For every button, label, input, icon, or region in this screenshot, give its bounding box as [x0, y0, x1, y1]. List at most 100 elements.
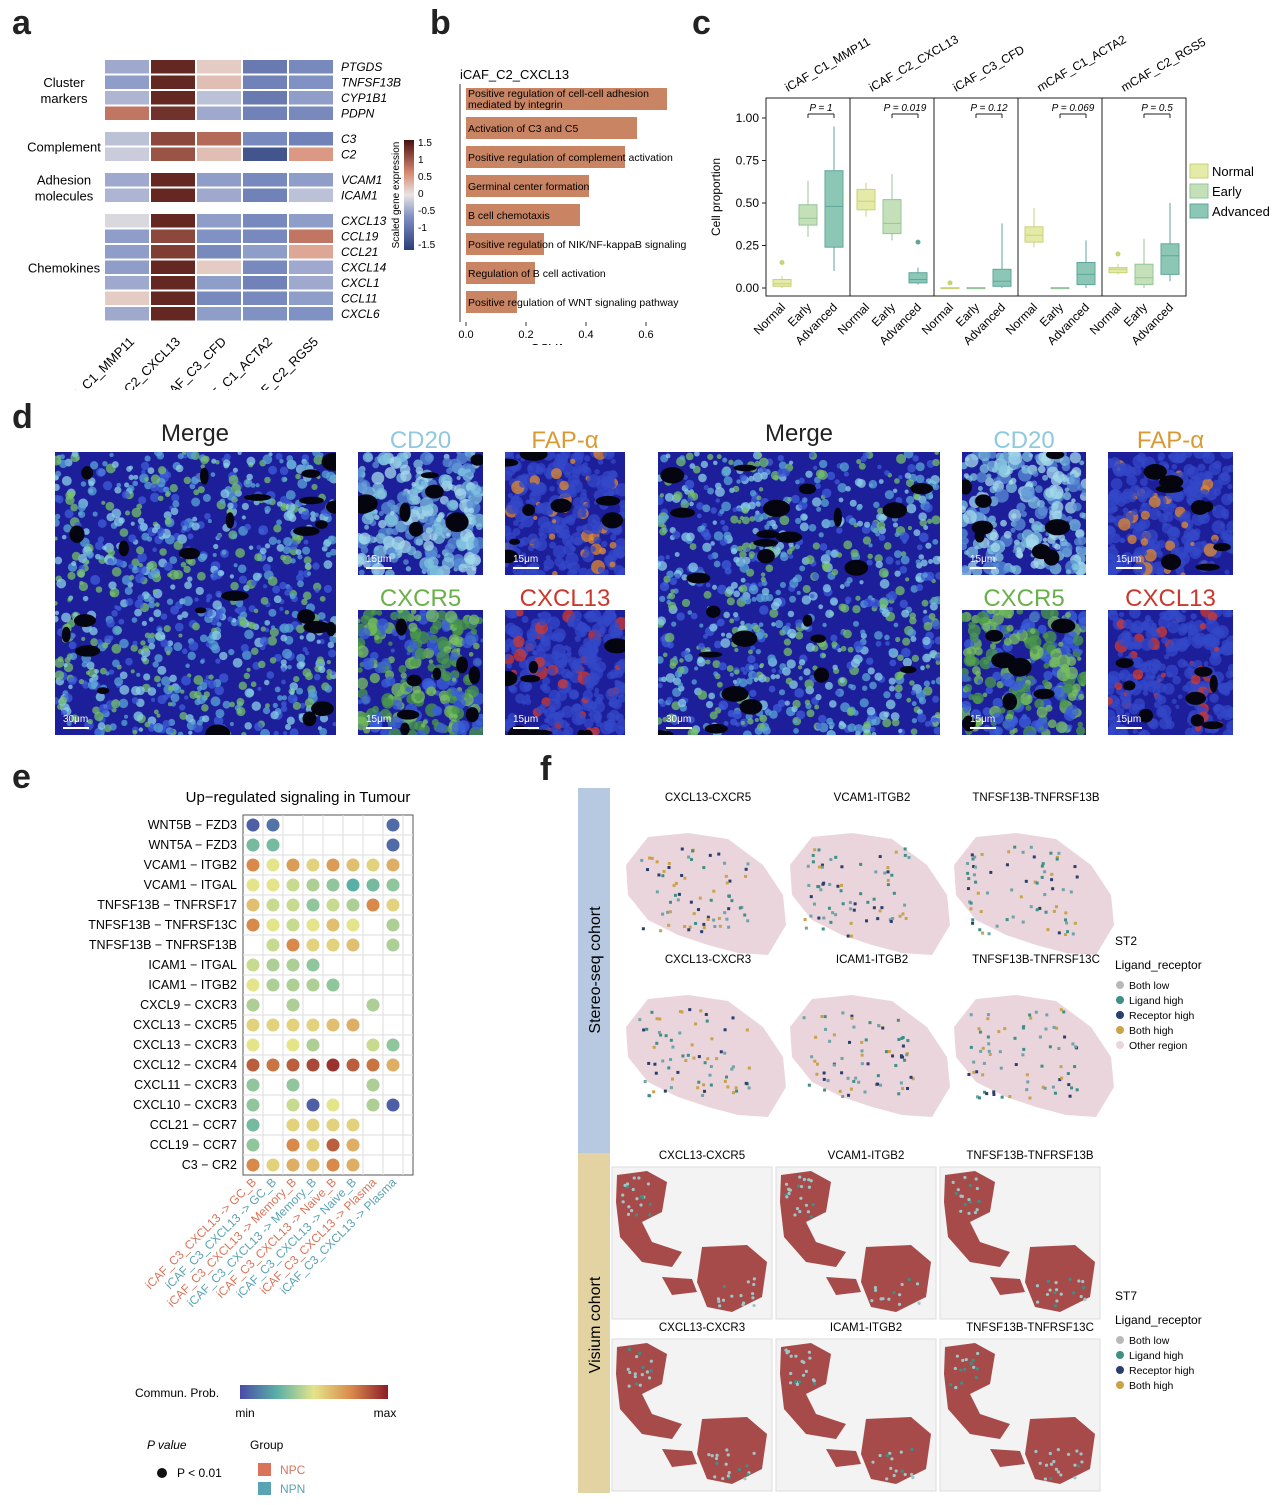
- cell-dot: [263, 584, 268, 589]
- dark-region: [731, 630, 758, 647]
- cell-dot: [573, 536, 583, 546]
- cell-dot: [915, 474, 925, 484]
- cell-dot: [66, 720, 72, 727]
- cell-dot: [976, 611, 990, 625]
- dark-region: [225, 512, 235, 529]
- cell-dot: [97, 536, 105, 543]
- cell-dot: [200, 464, 205, 469]
- cell-dot: [1194, 724, 1202, 732]
- cell-dot: [994, 462, 1008, 476]
- cell-dot: [984, 676, 997, 689]
- spot: [860, 1040, 864, 1044]
- cell-dot: [1220, 531, 1229, 540]
- cell-dot: [153, 609, 162, 618]
- dark-region: [721, 686, 749, 702]
- cell-dot: [358, 645, 369, 658]
- spot: [709, 1083, 713, 1087]
- comm-prob-dot: [246, 818, 260, 832]
- cell-dot: [87, 477, 96, 486]
- cell-dot: [116, 559, 124, 567]
- cell-dot: [689, 501, 694, 507]
- gsva-bar: [466, 146, 625, 168]
- cell-dot: [687, 496, 693, 502]
- spot: [807, 1185, 812, 1189]
- cell-dot: [61, 612, 71, 623]
- cell-dot: [268, 608, 277, 617]
- spot: [1052, 909, 1056, 913]
- cell-dot: [409, 658, 418, 667]
- heatmap-cell: [151, 307, 195, 321]
- cell-dot: [235, 598, 244, 608]
- spot: [734, 1086, 738, 1090]
- micrograph-texture: [1108, 610, 1233, 735]
- spot: [728, 879, 732, 883]
- cell-dot: [768, 685, 776, 693]
- dark-region: [465, 707, 479, 723]
- cell-dot: [989, 531, 999, 541]
- cell-dot: [534, 537, 548, 552]
- comm-prob-dot: [286, 1118, 300, 1132]
- cell-dot: [551, 523, 562, 534]
- cell-dot: [923, 525, 929, 530]
- legend-label: Advanced: [1212, 204, 1270, 219]
- cell-dot: [885, 593, 891, 599]
- cell-dot: [962, 537, 969, 545]
- cell-dot: [863, 598, 873, 608]
- cell-dot: [188, 641, 199, 651]
- cell-dot: [1037, 624, 1047, 634]
- cell-dot: [778, 461, 787, 470]
- comm-prob-dot: [306, 1118, 320, 1132]
- cell-dot: [1058, 641, 1064, 647]
- spot: [901, 912, 905, 916]
- spot: [829, 920, 833, 924]
- cell-dot: [196, 695, 201, 700]
- heatmap-cell: [151, 188, 195, 202]
- comm-prob-dot: [266, 1158, 280, 1172]
- cell-dot: [219, 498, 226, 504]
- cell-dot: [264, 543, 271, 549]
- cell-dot: [207, 680, 217, 689]
- cell-dot: [181, 611, 189, 619]
- spot: [645, 868, 649, 872]
- cell-dot: [1126, 474, 1137, 486]
- cell-dot: [840, 645, 847, 652]
- cell-dot: [903, 452, 914, 459]
- cell-dot: [246, 456, 256, 466]
- comm-prob-dot: [346, 1118, 360, 1132]
- cell-dot: [112, 659, 120, 668]
- cell-dot: [694, 452, 700, 457]
- map-title: TNFSF13B-TNFRSF13C: [972, 954, 1100, 966]
- spot: [891, 916, 895, 920]
- cell-dot: [699, 623, 704, 628]
- micrograph-texture: [358, 452, 483, 575]
- cell-dot: [576, 621, 588, 633]
- legend-tick: 0: [418, 189, 424, 200]
- cell-dot: [992, 613, 1004, 625]
- spot: [809, 895, 813, 899]
- cell-dot: [1122, 695, 1132, 705]
- cell-dot: [310, 515, 317, 522]
- cell-dot: [173, 642, 183, 652]
- cell-dot: [795, 517, 802, 525]
- cell-dot: [771, 523, 778, 530]
- cell-dot: [114, 677, 124, 687]
- cell-dot: [892, 488, 898, 494]
- cell-dot: [505, 638, 514, 648]
- spot: [829, 858, 833, 862]
- cell-dot: [743, 556, 751, 565]
- cell-dot: [904, 472, 912, 479]
- spot: [688, 1008, 692, 1012]
- cell-dot: [769, 608, 779, 618]
- cell-dot: [890, 712, 900, 721]
- cell-dot: [396, 452, 407, 463]
- group-title: Group: [250, 1438, 284, 1452]
- cell-dot: [895, 496, 903, 504]
- cell-dot: [150, 697, 156, 703]
- spot: [621, 1200, 625, 1204]
- cell-dot: [1047, 719, 1057, 729]
- cell-dot: [861, 672, 871, 682]
- cell-dot: [901, 609, 910, 618]
- heatmap-cell: [243, 188, 287, 202]
- cell-dot: [778, 669, 784, 675]
